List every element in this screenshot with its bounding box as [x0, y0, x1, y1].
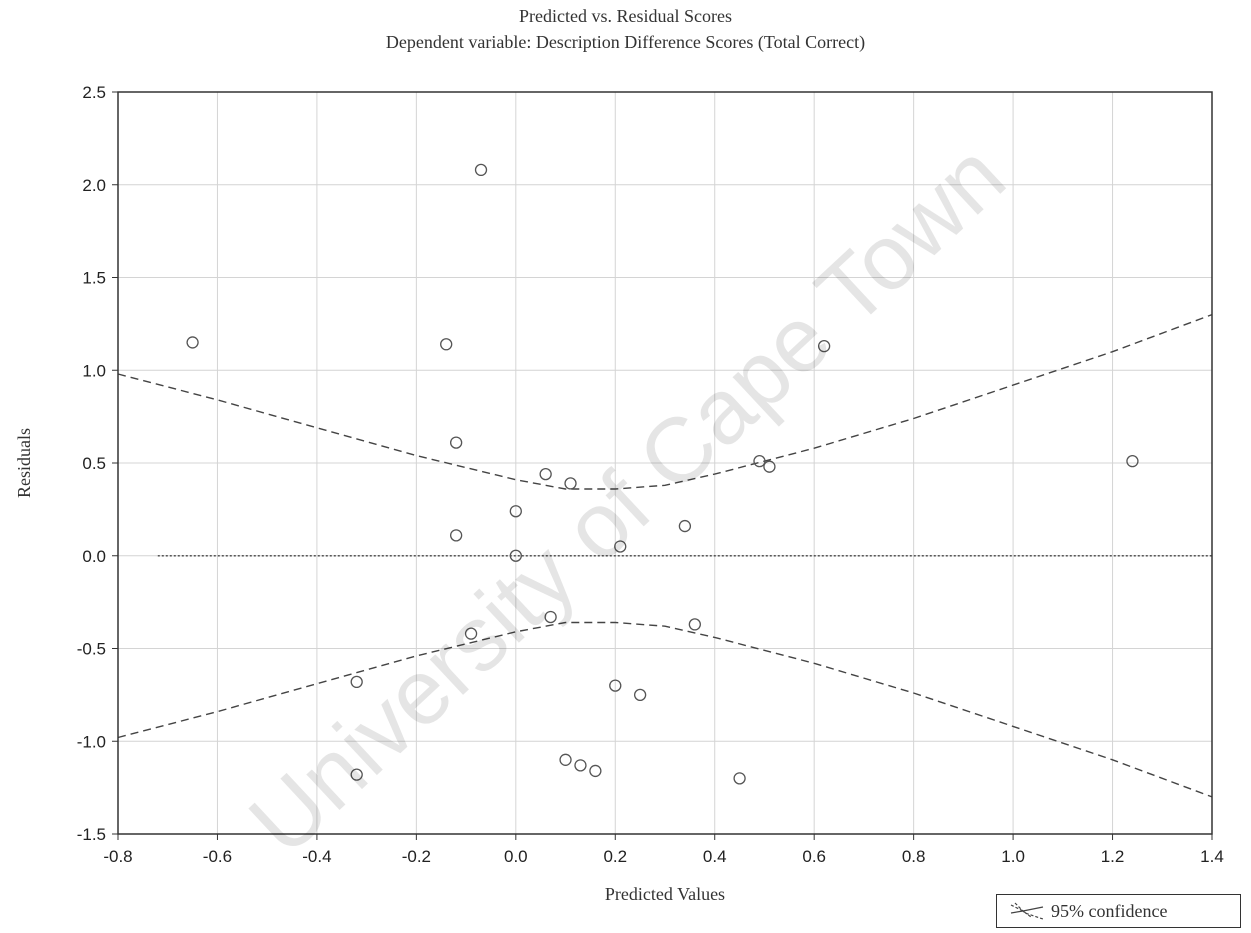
x-axis-ticks: -0.8 -0.6 -0.4 -0.2 0.0 0.2 0.4 0.6 0.8 1.0 1.2 1.4 — [103, 834, 1224, 866]
x-tick-label: 0.6 — [802, 847, 826, 866]
data-point — [589, 764, 602, 778]
legend-label: 95% confidence — [1051, 900, 1168, 921]
data-point — [753, 454, 766, 468]
x-tick-label: 1.0 — [1001, 847, 1025, 866]
y-tick-label: 2.5 — [82, 83, 106, 102]
data-point — [678, 519, 692, 533]
data-points — [186, 163, 1139, 785]
y-tick-label: 0.5 — [82, 454, 106, 473]
chart-subtitle: Dependent variable: Description Differen… — [385, 32, 866, 52]
x-tick-label: -0.8 — [103, 847, 132, 866]
y-tick-label: 1.0 — [82, 361, 106, 380]
x-tick-label: -0.4 — [302, 847, 331, 866]
confidence-legend-icon — [1010, 902, 1044, 920]
y-tick-label: 2.0 — [82, 176, 106, 195]
data-point — [609, 679, 622, 692]
x-tick-label: -0.2 — [402, 847, 431, 866]
data-point — [350, 675, 363, 689]
data-point — [688, 618, 701, 631]
data-point — [544, 610, 557, 624]
data-point — [564, 477, 577, 490]
y-tick-label: 0.0 — [82, 547, 106, 566]
y-tick-label: -1.0 — [77, 732, 106, 751]
y-axis-label: Residuals — [14, 428, 34, 498]
data-point — [1126, 454, 1139, 468]
data-point — [350, 768, 363, 781]
x-tick-label: 1.2 — [1101, 847, 1125, 866]
x-tick-label: 0.0 — [504, 847, 528, 866]
x-tick-label: 1.4 — [1200, 847, 1224, 866]
x-tick-label: 0.2 — [603, 847, 627, 866]
data-point — [449, 436, 463, 449]
data-point — [186, 336, 199, 349]
data-point — [509, 549, 522, 562]
data-point — [509, 505, 522, 518]
data-point — [464, 627, 478, 640]
y-axis-ticks: 2.5 2.0 1.5 1.0 0.5 0.0 -0.5 -1.0 -1.5 — [77, 83, 118, 844]
data-point — [474, 163, 488, 177]
confidence-bands — [117, 313, 1213, 798]
lower-confidence-band — [117, 621, 1213, 798]
data-point — [440, 338, 453, 351]
legend: 95% confidence — [996, 894, 1241, 928]
x-axis-label: Predicted Values — [605, 884, 725, 904]
data-point — [763, 460, 776, 473]
data-point — [733, 772, 746, 785]
data-point — [539, 467, 552, 481]
chart-title: Predicted vs. Residual Scores — [519, 6, 732, 26]
y-tick-label: 1.5 — [82, 269, 106, 288]
x-tick-label: -0.6 — [203, 847, 232, 866]
y-tick-label: -1.5 — [77, 825, 106, 844]
data-point — [614, 540, 627, 553]
data-point — [817, 339, 831, 353]
watermark-text: University of Cape Town — [230, 124, 1024, 874]
data-point — [574, 759, 587, 772]
upper-confidence-band — [117, 313, 1213, 490]
y-tick-label: -0.5 — [77, 640, 106, 659]
data-point — [449, 529, 463, 542]
x-tick-label: 0.8 — [902, 847, 926, 866]
x-tick-label: 0.4 — [703, 847, 727, 866]
data-point — [559, 753, 572, 766]
grid-lines — [118, 92, 1212, 834]
data-point — [633, 688, 647, 702]
